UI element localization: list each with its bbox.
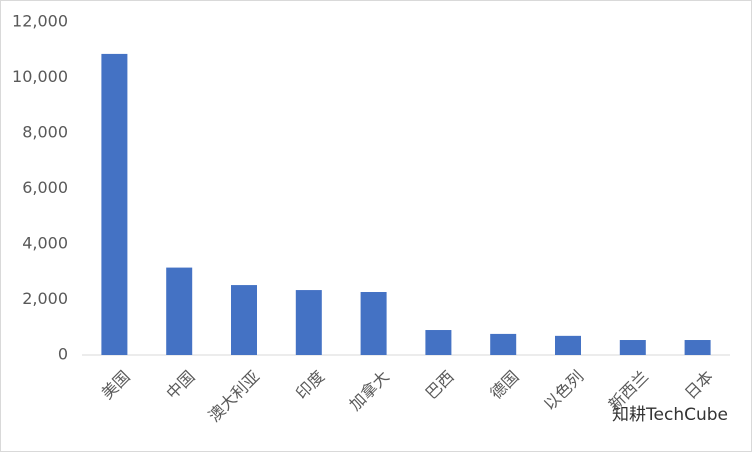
y-tick-label: 4,000: [22, 234, 68, 253]
y-tick-label: 0: [58, 345, 68, 364]
bar: [555, 335, 581, 355]
y-tick-label: 2,000: [22, 289, 68, 308]
bar: [231, 285, 257, 355]
bar: [684, 340, 711, 355]
y-tick-label: 12,000: [12, 12, 68, 31]
bar: [619, 340, 646, 355]
bar: [295, 290, 322, 355]
bar: [425, 330, 452, 355]
watermark: 知耕TechCube: [612, 405, 728, 425]
y-tick-label: 8,000: [22, 123, 68, 142]
bar: [101, 53, 128, 355]
bar: [166, 267, 193, 355]
y-tick-label: 10,000: [12, 67, 68, 86]
bar: [360, 292, 387, 355]
bar: [490, 333, 517, 355]
y-tick-label: 6,000: [22, 178, 68, 197]
